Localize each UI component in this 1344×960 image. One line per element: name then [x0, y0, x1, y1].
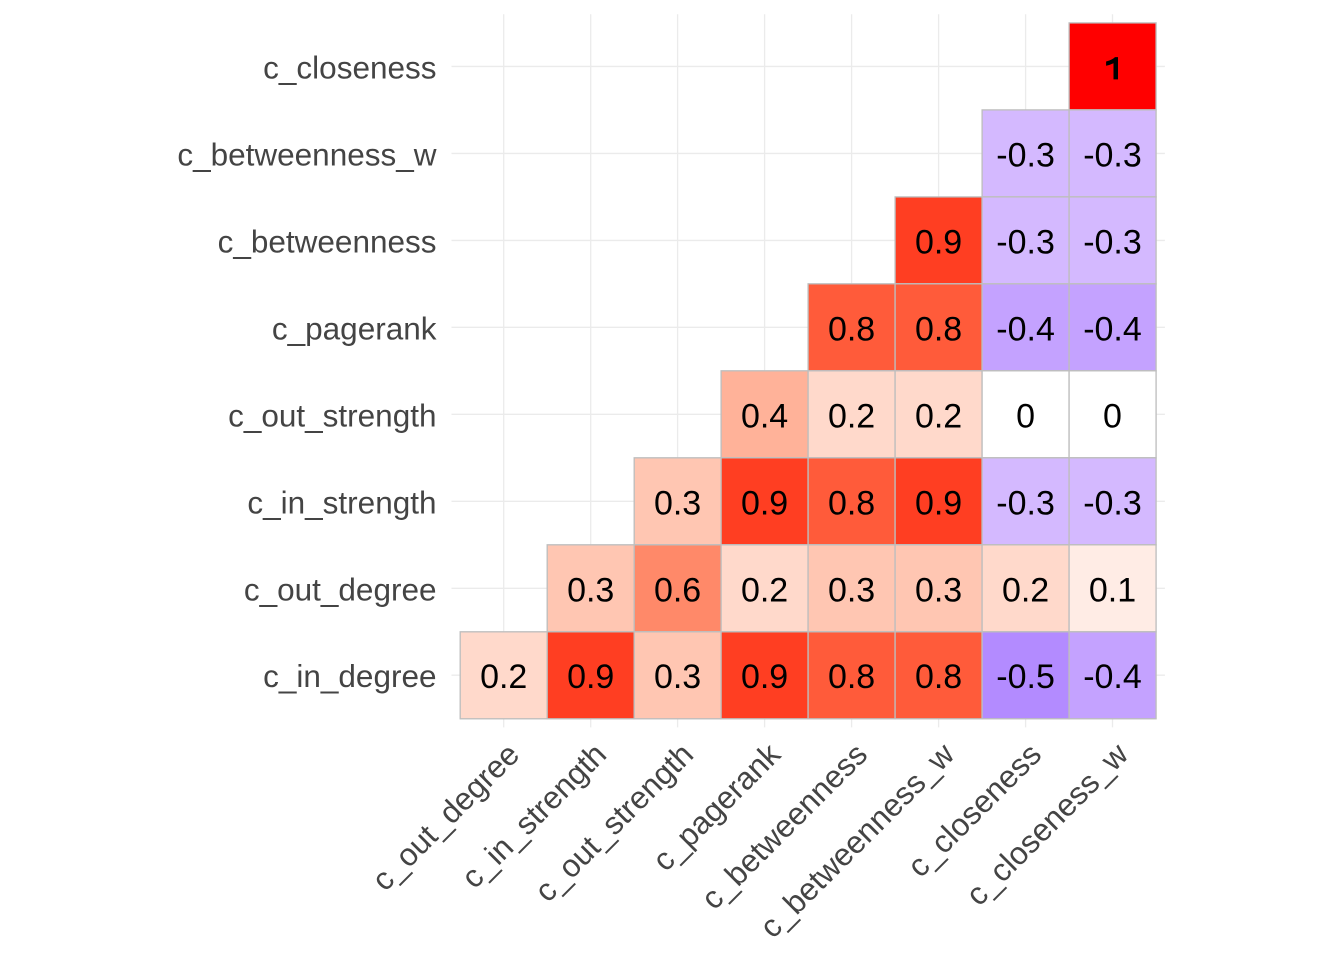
svg-text:0: 0 [1016, 397, 1035, 435]
svg-text:0.2: 0.2 [1002, 571, 1049, 609]
svg-text:0.8: 0.8 [828, 658, 875, 696]
svg-text:c_betweenness: c_betweenness [218, 223, 437, 259]
svg-text:0.3: 0.3 [654, 484, 701, 522]
svg-text:0.2: 0.2 [915, 397, 962, 435]
svg-text:0.9: 0.9 [915, 223, 962, 261]
svg-text:0.8: 0.8 [828, 484, 875, 522]
svg-text:0.9: 0.9 [741, 484, 788, 522]
svg-text:0.8: 0.8 [915, 658, 962, 696]
svg-text:0.2: 0.2 [828, 397, 875, 435]
svg-text:0.4: 0.4 [741, 397, 788, 435]
svg-text:-0.4: -0.4 [996, 310, 1055, 348]
svg-text:0.1: 0.1 [1089, 571, 1136, 609]
svg-text:-0.3: -0.3 [1083, 484, 1142, 522]
svg-text:c_pagerank: c_pagerank [272, 310, 437, 346]
svg-text:0.9: 0.9 [741, 658, 788, 696]
svg-text:-0.3: -0.3 [996, 136, 1055, 174]
svg-text:0.3: 0.3 [915, 571, 962, 609]
svg-text:c_out_degree: c_out_degree [244, 571, 437, 607]
svg-text:-0.4: -0.4 [1083, 658, 1142, 696]
svg-text:0.3: 0.3 [828, 571, 875, 609]
svg-text:c_in_degree: c_in_degree [263, 658, 436, 694]
svg-text:-0.3: -0.3 [1083, 223, 1142, 261]
svg-text:-0.3: -0.3 [1083, 136, 1142, 174]
svg-text:0.3: 0.3 [567, 571, 614, 609]
svg-text:-0.3: -0.3 [996, 484, 1055, 522]
svg-text:0.2: 0.2 [741, 571, 788, 609]
svg-text:0.3: 0.3 [654, 658, 701, 696]
svg-text:c_in_strength: c_in_strength [247, 484, 436, 520]
svg-text:0.8: 0.8 [828, 310, 875, 348]
svg-text:-0.4: -0.4 [1083, 310, 1142, 348]
svg-text:-0.3: -0.3 [996, 223, 1055, 261]
svg-text:0.2: 0.2 [480, 658, 527, 696]
svg-text:-0.5: -0.5 [996, 658, 1055, 696]
svg-text:0: 0 [1103, 397, 1122, 435]
svg-text:0.6: 0.6 [654, 571, 701, 609]
svg-text:c_closeness: c_closeness [263, 49, 436, 85]
svg-text:c_betweenness_w: c_betweenness_w [177, 136, 436, 172]
svg-text:0.9: 0.9 [915, 484, 962, 522]
svg-text:0.9: 0.9 [567, 658, 614, 696]
svg-text:c_out_strength: c_out_strength [228, 397, 436, 433]
svg-text:0.8: 0.8 [915, 310, 962, 348]
